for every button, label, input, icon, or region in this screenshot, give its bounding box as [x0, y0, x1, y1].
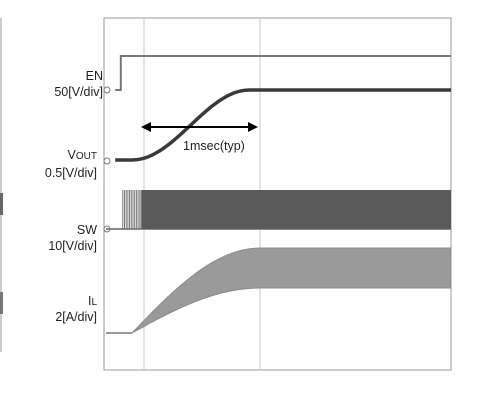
il-scale: 2[A/div]: [55, 310, 97, 324]
left-edge-trace-mark: [0, 292, 3, 314]
vout-scale: 0.5[V/div]: [45, 166, 97, 180]
vout-ground-marker: [103, 157, 111, 165]
vout-trace: [115, 88, 451, 162]
time-span-label: 1msec(typ): [183, 139, 245, 153]
vout-label-main: V: [68, 148, 77, 162]
sw-switching-band: [140, 190, 451, 229]
vout-label: VOUT: [68, 148, 97, 162]
il-label: IL: [88, 294, 97, 308]
vout-label-sub: OUT: [76, 151, 97, 162]
il-label-main: I: [88, 294, 91, 308]
left-edge-trace-mark: [0, 193, 3, 215]
en-label: EN: [86, 69, 103, 83]
il-label-sub: L: [91, 297, 97, 308]
sw-trace: [106, 190, 451, 230]
sw-scale: 10[V/div]: [48, 239, 97, 253]
il-trace-envelope: [131, 247, 452, 334]
en-scale: 50[V/div]: [54, 85, 103, 99]
en-trace: [115, 55, 451, 91]
en-ground-marker: [103, 86, 111, 94]
arrow-head-right: [248, 122, 258, 132]
sw-label: SW: [77, 223, 97, 237]
arrow-head-left: [141, 122, 151, 132]
